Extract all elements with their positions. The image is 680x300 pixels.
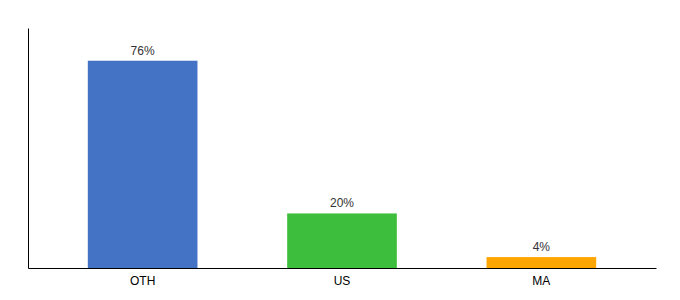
chart-container: OTH US MA 76% 20% 4% [0, 0, 680, 300]
data-label: 20% [330, 196, 354, 210]
bars [88, 61, 596, 268]
x-tick: OTH [130, 274, 155, 288]
chart-svg: OTH US MA 76% 20% 4% [0, 0, 680, 300]
bar [88, 61, 198, 268]
bar [287, 213, 397, 268]
y-axis [28, 29, 29, 269]
plot-area: OTH US MA 76% 20% 4% [29, 29, 657, 288]
x-tick-label: MA [532, 274, 550, 288]
x-axis-line [29, 268, 657, 269]
bar [487, 257, 597, 268]
y-axis-line [28, 29, 29, 269]
data-label: 4% [533, 240, 551, 254]
x-tick: MA [532, 274, 550, 288]
x-tick-label: US [334, 274, 351, 288]
data-label: 76% [131, 44, 155, 58]
x-tick-label: OTH [130, 274, 155, 288]
data-labels: 76% 20% 4% [131, 44, 551, 254]
x-axis: OTH US MA [29, 269, 657, 288]
x-tick: US [334, 274, 351, 288]
